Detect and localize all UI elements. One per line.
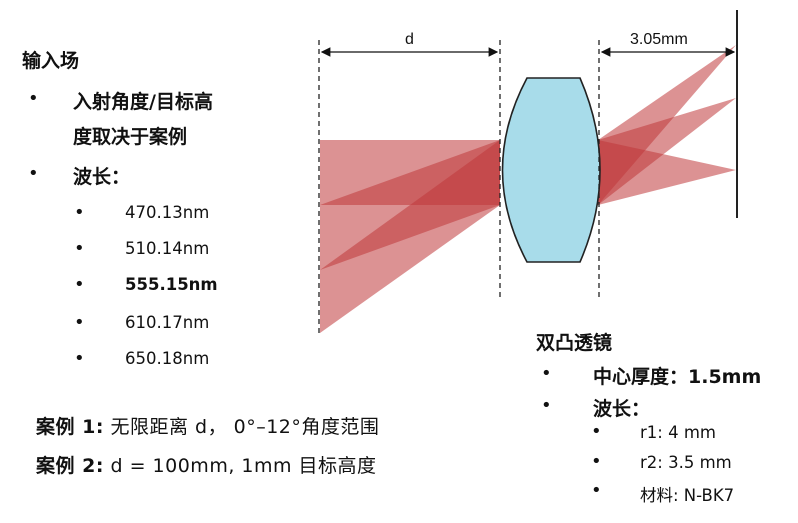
input-field-heading: 输入场 xyxy=(22,50,80,72)
bullet-dot: • xyxy=(28,163,39,184)
radius-r2: r2: 3.5 mm xyxy=(640,453,732,472)
case-2-line: 案例 2: d = 100mm, 1mm 目标高度 xyxy=(36,451,377,478)
bullet-dot: • xyxy=(541,395,552,416)
wavelength-item: 510.14nm xyxy=(125,239,210,258)
lens-material: 材料: N-BK7 xyxy=(640,486,735,505)
lens-heading: 双凸透镜 xyxy=(536,332,613,354)
bullet-dot: • xyxy=(591,451,602,472)
dimension-distance-label: 3.05mm xyxy=(630,31,688,48)
bullet-dot: • xyxy=(74,202,85,223)
lens-wavelength-label: 波长： xyxy=(593,398,651,420)
incidence-angle-text-line2: 度取决于案例 xyxy=(73,126,188,148)
center-thickness-line: 中心厚度：1.5mm xyxy=(593,362,761,389)
center-thickness-label: 中心厚度： xyxy=(593,366,689,388)
wavelength-label: 波长： xyxy=(73,166,131,188)
wavelength-item: 470.13nm xyxy=(125,203,210,222)
wavelength-item-primary: 555.15nm xyxy=(125,275,218,294)
dimension-d-label: d xyxy=(405,31,414,48)
beam-angled-2 xyxy=(320,140,500,333)
case-2-label: 案例 2: xyxy=(36,455,104,477)
wavelength-item: 650.18nm xyxy=(125,349,210,368)
bullet-dot: • xyxy=(74,238,85,259)
incidence-angle-text-line1: 入射角度/目标高 xyxy=(73,91,213,113)
radius-r1: r1: 4 mm xyxy=(640,423,716,442)
center-thickness-value: 1.5mm xyxy=(688,366,762,388)
bullet-dot: • xyxy=(541,363,552,384)
case-1-text: 无限距离 d， 0°–12°角度范围 xyxy=(110,416,380,438)
bullet-dot: • xyxy=(591,421,602,442)
biconvex-lens xyxy=(501,77,601,263)
case-1-line: 案例 1: 无限距离 d， 0°–12°角度范围 xyxy=(36,412,379,439)
bullet-dot: • xyxy=(74,274,85,295)
beam-focus-3 xyxy=(598,140,736,205)
case-1-label: 案例 1: xyxy=(36,416,104,438)
bullet-dot: • xyxy=(591,480,602,501)
wavelength-item: 610.17nm xyxy=(125,313,210,332)
bullet-dot: • xyxy=(74,312,85,333)
bullet-dot: • xyxy=(28,88,39,109)
bullet-dot: • xyxy=(74,348,85,369)
case-2-text: d = 100mm, 1mm 目标高度 xyxy=(110,455,377,477)
